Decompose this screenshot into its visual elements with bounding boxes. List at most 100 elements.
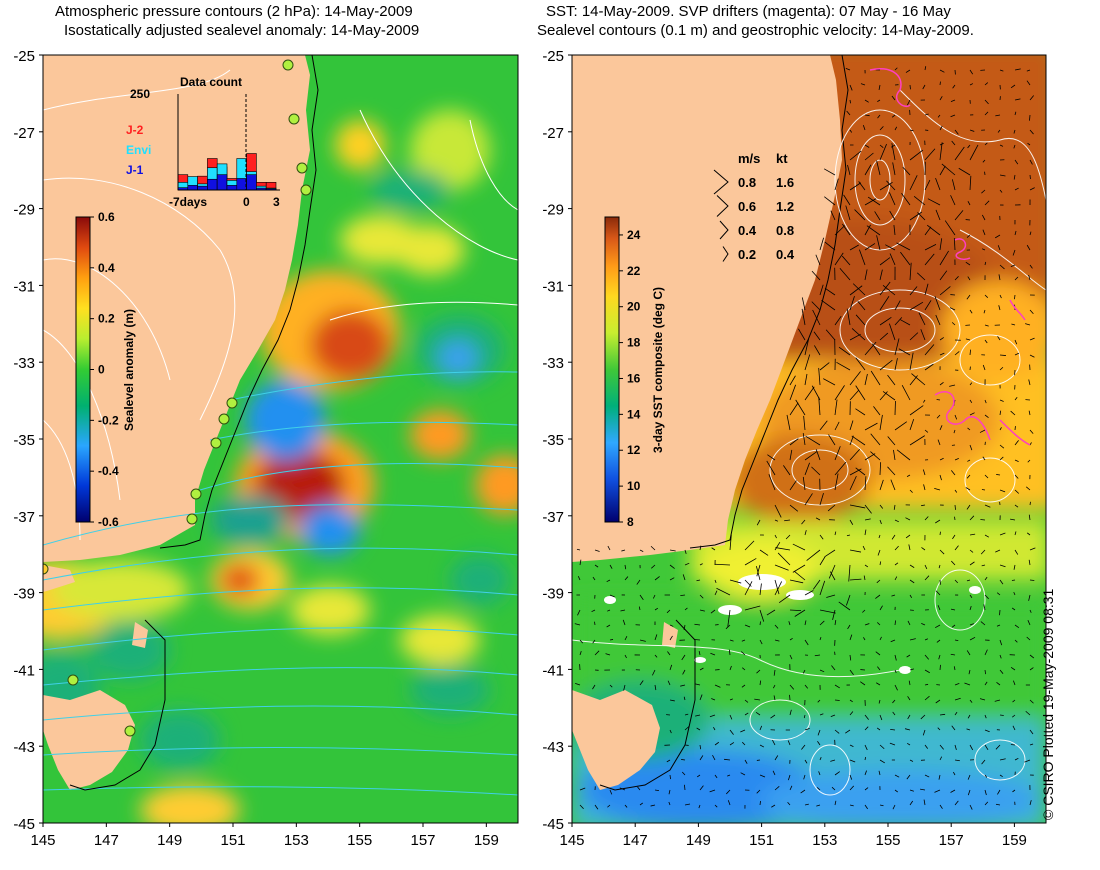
colorbar-tick-label: 12 bbox=[627, 443, 641, 457]
velocity-vector bbox=[849, 182, 862, 191]
velocity-vector bbox=[744, 558, 757, 566]
velocity-vector bbox=[838, 346, 851, 356]
velocity-vector bbox=[934, 789, 941, 793]
velocity-vector bbox=[806, 549, 821, 561]
velocity-vector bbox=[639, 639, 646, 642]
right-title-line1: SST: 14-May-2009. SVP drifters (magenta)… bbox=[546, 3, 951, 20]
velocity-vector bbox=[1029, 429, 1034, 434]
velocity-vector bbox=[981, 759, 986, 765]
velocity-vector bbox=[623, 684, 626, 691]
velocity-vector bbox=[818, 397, 821, 416]
velocity-vector bbox=[684, 713, 689, 716]
velocity-vector bbox=[913, 195, 926, 206]
velocity-vector bbox=[804, 354, 811, 371]
velocity-vector bbox=[849, 390, 859, 401]
y-tick-label: -29 bbox=[13, 202, 35, 219]
velocity-vector bbox=[901, 192, 911, 206]
velocity-vector bbox=[773, 695, 776, 701]
velocity-vector bbox=[902, 166, 911, 176]
velocity-vector bbox=[981, 564, 986, 567]
velocity-vector bbox=[862, 545, 866, 551]
velocity-vector bbox=[867, 196, 881, 206]
velocity-vector bbox=[829, 571, 836, 581]
velocity-vector bbox=[805, 435, 821, 446]
velocity-vector bbox=[909, 405, 924, 416]
velocity-vector bbox=[999, 456, 1004, 461]
velocity-vector bbox=[996, 592, 1001, 596]
velocity-legend-kt: 1.6 bbox=[776, 175, 794, 190]
velocity-vector bbox=[709, 789, 716, 793]
velocity-vector bbox=[802, 669, 806, 674]
velocity-vector bbox=[1011, 607, 1016, 611]
velocity-vector bbox=[755, 566, 761, 581]
velocity-vector bbox=[830, 210, 836, 221]
velocity-vector bbox=[669, 564, 675, 569]
velocity-vector bbox=[984, 399, 987, 404]
velocity-vector bbox=[804, 338, 810, 356]
velocity-vector bbox=[999, 294, 1002, 299]
right-title-line2: Sealevel contours (0.1 m) and geostrophi… bbox=[537, 22, 974, 39]
velocity-vector bbox=[969, 623, 975, 626]
velocity-vector bbox=[984, 414, 989, 419]
velocity-vector bbox=[954, 146, 965, 161]
velocity-vector bbox=[855, 385, 866, 401]
velocity-vector bbox=[804, 684, 809, 689]
velocity-vector bbox=[984, 714, 987, 719]
velocity-vector bbox=[1025, 710, 1031, 716]
velocity-vector bbox=[744, 581, 753, 596]
velocity-vector bbox=[714, 590, 718, 596]
velocity-vector bbox=[909, 800, 914, 806]
velocity-vector bbox=[847, 164, 851, 176]
velocity-vector bbox=[939, 425, 943, 431]
velocity-vector bbox=[994, 699, 1001, 702]
velocity-vector bbox=[756, 519, 761, 526]
velocity-vector bbox=[620, 609, 626, 612]
velocity-vector bbox=[682, 669, 686, 675]
velocity-vector bbox=[624, 635, 628, 641]
velocity-vector bbox=[939, 96, 943, 101]
velocity-vector bbox=[944, 220, 956, 236]
velocity-vector bbox=[834, 178, 839, 191]
velocity-vector bbox=[979, 698, 986, 701]
y-tick-label: -45 bbox=[542, 816, 564, 833]
velocity-vector bbox=[793, 570, 806, 581]
velocity-vector bbox=[894, 67, 898, 71]
velocity-vector bbox=[834, 461, 847, 476]
velocity-vector bbox=[984, 789, 987, 796]
velocity-vector bbox=[1013, 144, 1016, 149]
velocity-vector bbox=[1029, 187, 1035, 191]
y-tick-label: -37 bbox=[13, 509, 35, 526]
velocity-vector bbox=[818, 771, 821, 776]
velocity-vector bbox=[1011, 579, 1016, 581]
velocity-vector bbox=[579, 804, 584, 810]
velocity-vector bbox=[1029, 95, 1035, 101]
velocity-vector bbox=[905, 534, 911, 539]
velocity-vector bbox=[740, 651, 746, 656]
velocity-vector bbox=[683, 624, 686, 630]
velocity-vector bbox=[654, 576, 660, 581]
velocity-vector bbox=[742, 667, 746, 671]
velocity-vector bbox=[941, 163, 956, 176]
velocity-vector bbox=[727, 800, 731, 806]
velocity-vector bbox=[774, 581, 783, 596]
colorbar-tick-label: -0.6 bbox=[98, 515, 119, 529]
velocity-vector bbox=[759, 621, 761, 626]
velocity-vector bbox=[834, 421, 840, 431]
velocity-vector bbox=[906, 654, 911, 658]
velocity-vector bbox=[849, 99, 851, 104]
velocity-vector bbox=[894, 545, 899, 551]
velocity-vector bbox=[800, 789, 806, 794]
velocity-vector bbox=[834, 531, 837, 536]
velocity-vector bbox=[864, 341, 877, 356]
velocity-vector bbox=[864, 726, 869, 731]
velocity-vector bbox=[592, 576, 596, 581]
velocity-legend-ms: 0.2 bbox=[738, 247, 756, 262]
velocity-vector bbox=[1014, 459, 1019, 462]
velocity-vector bbox=[894, 576, 898, 581]
velocity-vector bbox=[1029, 442, 1032, 446]
velocity-vector bbox=[879, 316, 892, 326]
data-count-bar bbox=[246, 174, 257, 191]
velocity-vector bbox=[759, 680, 762, 686]
velocity-vector bbox=[984, 649, 988, 656]
velocity-vector bbox=[909, 375, 918, 386]
